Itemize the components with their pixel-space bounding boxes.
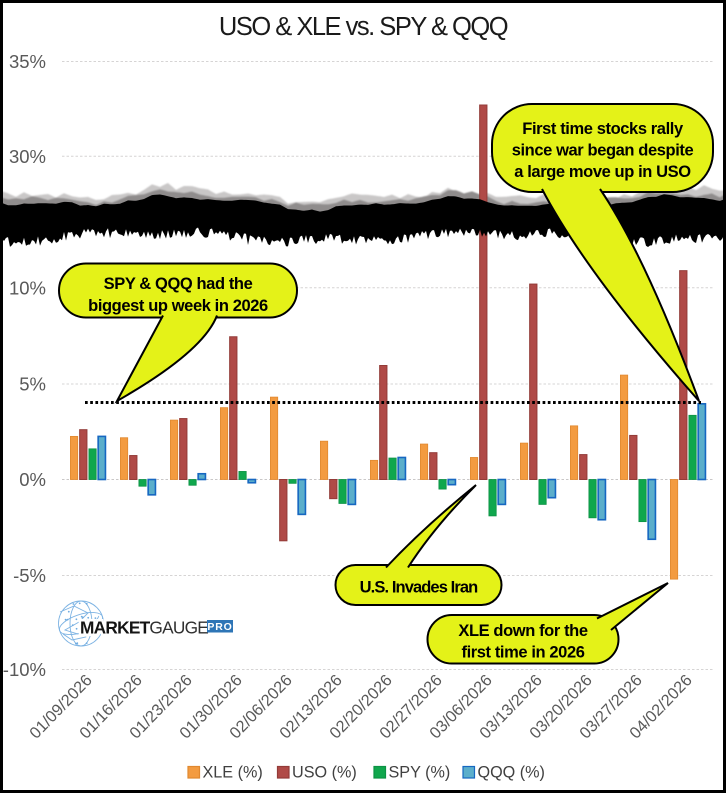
svg-text:since war began despite: since war began despite bbox=[512, 141, 694, 159]
svg-text:35%: 35% bbox=[9, 51, 46, 72]
svg-text:first time in 2026: first time in 2026 bbox=[461, 643, 584, 661]
svg-text:10%: 10% bbox=[9, 277, 46, 298]
svg-text:SPY & QQQ had the: SPY & QQQ had the bbox=[104, 275, 253, 293]
svg-text:0%: 0% bbox=[19, 469, 46, 490]
svg-text:USO (%): USO (%) bbox=[292, 764, 357, 782]
svg-text:QQQ (%): QQQ (%) bbox=[478, 764, 545, 782]
svg-text:MARKETGAUGE: MARKETGAUGE bbox=[80, 618, 208, 638]
svg-text:biggest up week in 2026: biggest up week in 2026 bbox=[88, 297, 268, 315]
svg-text:MARKET: MARKET bbox=[80, 618, 151, 638]
svg-text:5%: 5% bbox=[19, 374, 46, 395]
svg-text:USO & XLE vs. SPY & QQQ: USO & XLE vs. SPY & QQQ bbox=[219, 13, 508, 41]
svg-text:-10%: -10% bbox=[3, 659, 46, 680]
svg-text:30%: 30% bbox=[9, 146, 46, 167]
svg-text:XLE down for the: XLE down for the bbox=[458, 622, 587, 640]
svg-text:SPY (%): SPY (%) bbox=[389, 764, 451, 782]
svg-text:First time stocks rally: First time stocks rally bbox=[522, 120, 684, 138]
svg-text:a large move up in USO: a large move up in USO bbox=[514, 163, 691, 181]
svg-text:U.S. Invades Iran: U.S. Invades Iran bbox=[360, 578, 478, 596]
svg-text:PRO: PRO bbox=[207, 621, 232, 633]
svg-text:-5%: -5% bbox=[13, 565, 46, 586]
svg-text:XLE (%): XLE (%) bbox=[203, 764, 263, 782]
